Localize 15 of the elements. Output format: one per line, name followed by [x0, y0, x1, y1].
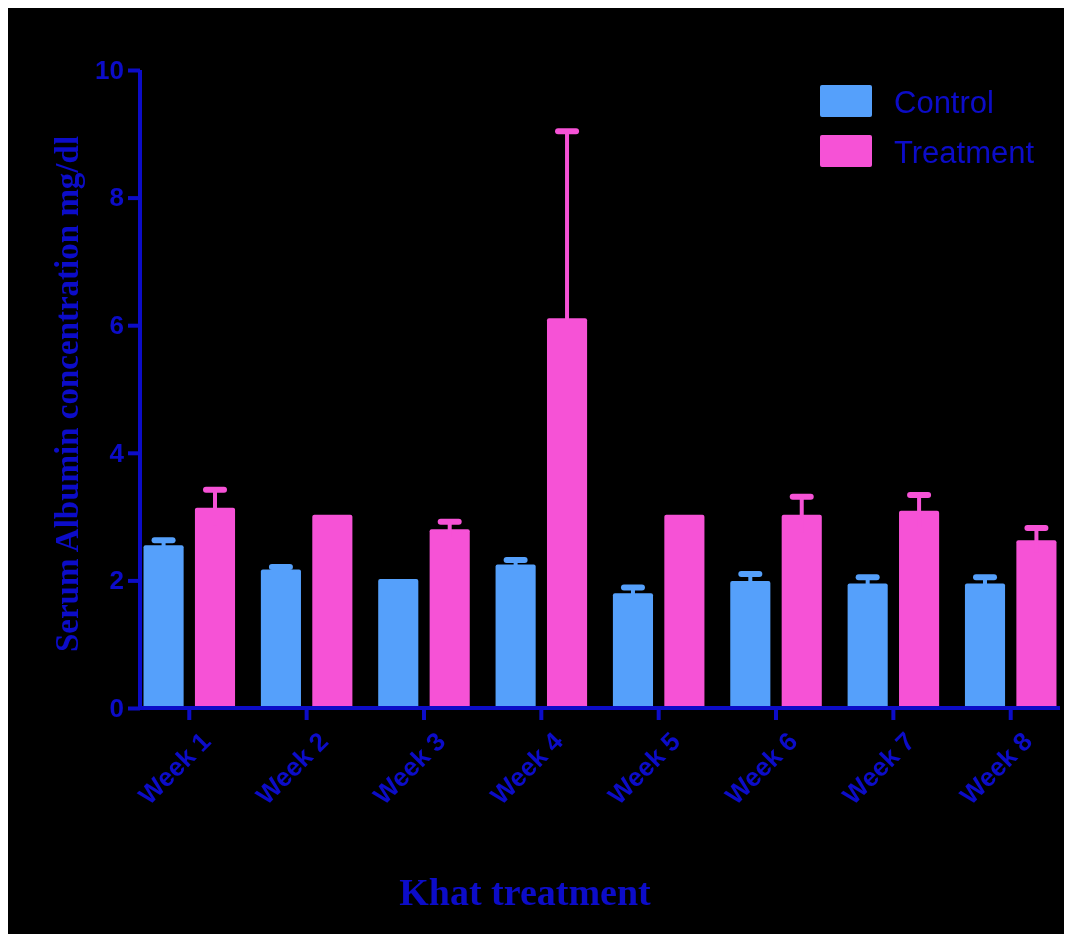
- y-tick-label: 4: [109, 437, 125, 468]
- legend-label: Control: [894, 84, 994, 120]
- legend-label: Treatment: [894, 134, 1035, 170]
- bar: [312, 514, 353, 708]
- y-tick-label: 8: [109, 182, 124, 213]
- bar: [730, 581, 771, 708]
- y-axis-title: Serum Albumin concentration mg/dl: [49, 135, 85, 653]
- y-tick-label: 2: [109, 565, 124, 596]
- x-axis-title: Khat treatment: [399, 871, 652, 913]
- y-tick-label: 6: [109, 310, 124, 341]
- y-tick-label: 0: [109, 692, 124, 723]
- bar: [429, 529, 470, 708]
- y-tick-label: 10: [95, 54, 124, 85]
- bar: [378, 579, 419, 708]
- bar: [664, 514, 705, 708]
